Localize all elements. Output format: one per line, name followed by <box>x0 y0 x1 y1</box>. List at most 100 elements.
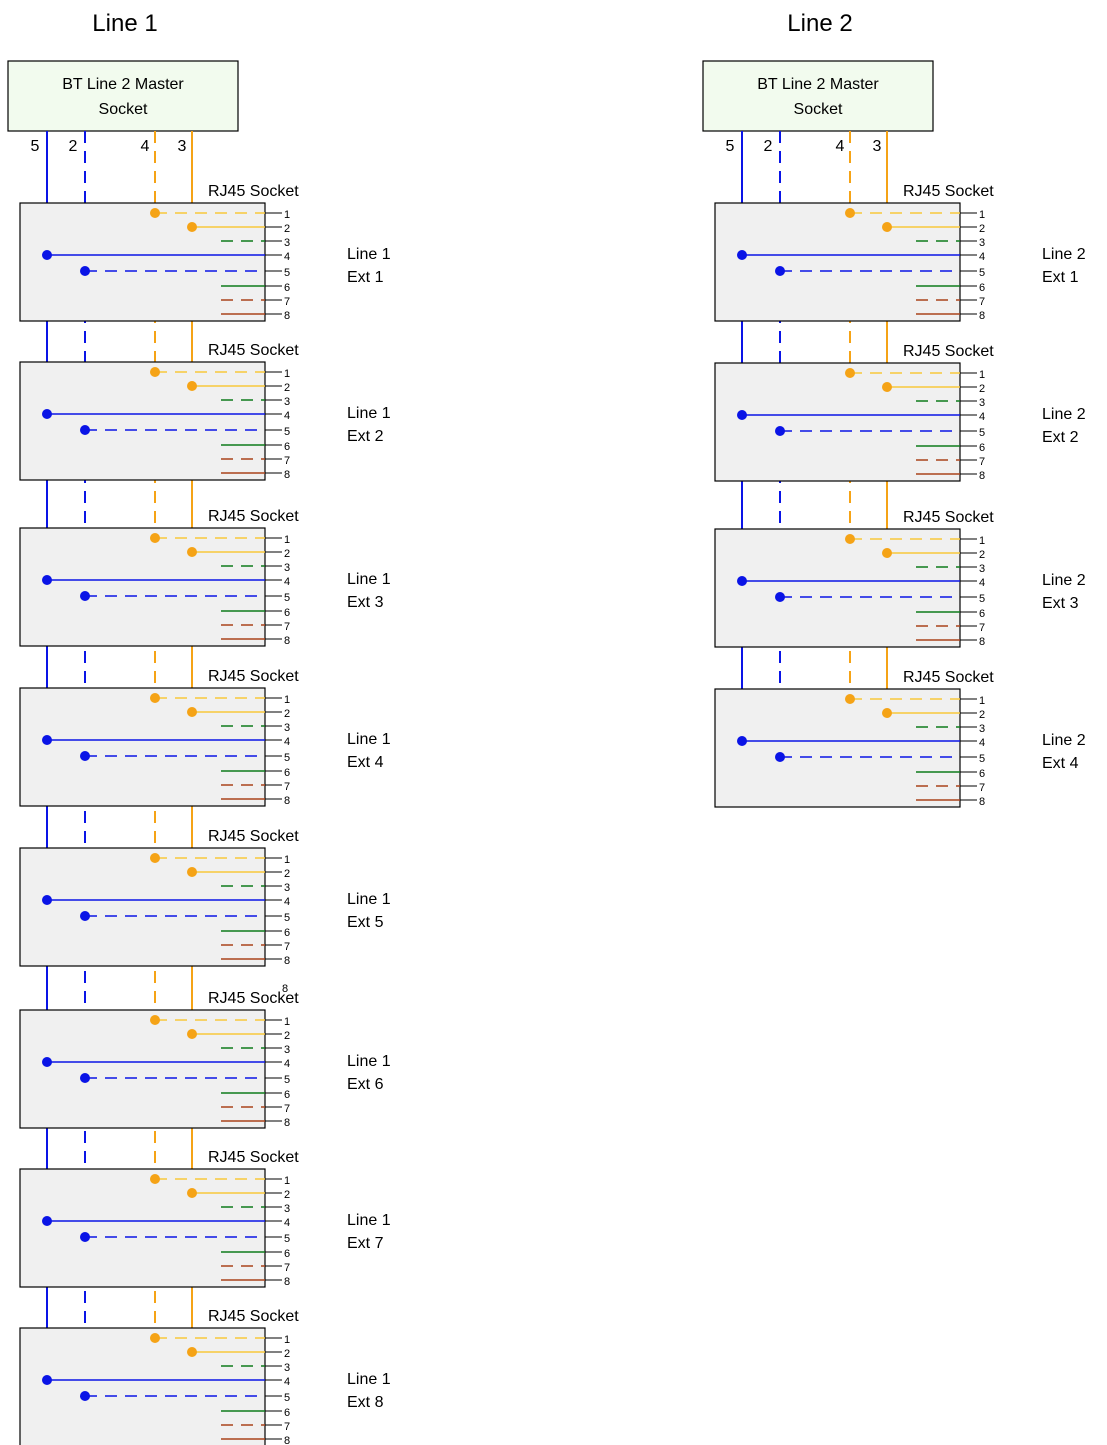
pin4-junction-dot <box>737 410 747 420</box>
pin-number-label: 3 <box>284 396 290 408</box>
pin-number-label: 4 <box>979 411 985 423</box>
wire-number-label: 4 <box>836 138 845 155</box>
extension-ext-label: Ext 7 <box>347 1235 384 1252</box>
stray-label: 8 <box>282 983 288 995</box>
pin-number-label: 3 <box>284 882 290 894</box>
pin1-junction-dot <box>150 367 160 377</box>
pin-number-label: 2 <box>284 382 290 394</box>
pin-number-label: 8 <box>284 795 290 807</box>
pin-number-label: 2 <box>284 223 290 235</box>
pin-number-label: 3 <box>284 237 290 249</box>
pin-number-label: 4 <box>979 737 985 749</box>
pin2-junction-dot <box>187 1188 197 1198</box>
pin-number-label: 2 <box>979 709 985 721</box>
extension-ext-label: Ext 1 <box>347 269 384 286</box>
rj45-socket-box <box>714 362 961 482</box>
extension-line-label: Line 1 <box>347 571 391 588</box>
master-socket-label: BT Line 2 Master <box>757 76 879 93</box>
pin-number-label: 8 <box>284 635 290 647</box>
pin-number-label: 6 <box>979 608 985 620</box>
pin-number-label: 5 <box>284 267 290 279</box>
rj45-socket-box <box>714 202 961 322</box>
pin2-junction-dot <box>187 867 197 877</box>
pin-number-label: 2 <box>284 1030 290 1042</box>
pin-number-label: 6 <box>284 927 290 939</box>
pin-number-label: 3 <box>979 723 985 735</box>
pin-number-label: 6 <box>284 1407 290 1419</box>
pin-number-label: 5 <box>284 752 290 764</box>
pin-number-label: 1 <box>284 209 290 221</box>
pin1-junction-dot <box>150 1174 160 1184</box>
pin-number-label: 3 <box>979 397 985 409</box>
pin-number-label: 8 <box>284 310 290 322</box>
extension-ext-label: Ext 2 <box>1042 429 1079 446</box>
rj45-socket: RJ45 Socket 1 2 3 4 5 6 7 8 Line 2 Ext 1 <box>714 183 1086 322</box>
pin-number-label: 5 <box>284 1233 290 1245</box>
pin-number-label: 5 <box>284 912 290 924</box>
pin5-junction-dot <box>775 752 785 762</box>
pin-number-label: 2 <box>284 708 290 720</box>
extension-line-label: Line 1 <box>347 731 391 748</box>
rj45-socket-label: RJ45 Socket <box>903 669 994 686</box>
pin-number-label: 4 <box>284 410 290 422</box>
column-title: Line 2 <box>787 10 852 37</box>
pin-number-label: 7 <box>979 296 985 308</box>
pin-number-label: 3 <box>979 563 985 575</box>
pin-number-label: 8 <box>284 1435 290 1445</box>
wire-number-label: 3 <box>178 138 187 155</box>
pin-number-label: 4 <box>284 1376 290 1388</box>
pin1-junction-dot <box>150 208 160 218</box>
pin-number-label: 4 <box>979 577 985 589</box>
pin-number-label: 4 <box>284 896 290 908</box>
extension-line-label: Line 1 <box>347 1371 391 1388</box>
rj45-socket-label: RJ45 Socket <box>208 1149 299 1166</box>
rj45-socket-box <box>19 1327 266 1445</box>
pin4-junction-dot <box>737 250 747 260</box>
pin5-junction-dot <box>775 266 785 276</box>
pin-number-label: 5 <box>979 267 985 279</box>
rj45-socket-label: RJ45 Socket <box>208 508 299 525</box>
pin5-junction-dot <box>80 425 90 435</box>
pin-number-label: 3 <box>284 1203 290 1215</box>
pin-number-label: 3 <box>284 1044 290 1056</box>
rj45-socket: RJ45 Socket 1 2 3 4 5 6 7 8 Line 2 Ext 4 <box>714 669 1086 808</box>
pin4-junction-dot <box>42 575 52 585</box>
master-socket-label: BT Line 2 Master <box>62 76 184 93</box>
extension-line-label: Line 2 <box>1042 732 1086 749</box>
wire-number-label: 2 <box>764 138 773 155</box>
pin-number-label: 6 <box>284 767 290 779</box>
pin1-junction-dot <box>845 368 855 378</box>
master-socket-box <box>7 60 239 132</box>
rj45-socket: RJ45 Socket 1 2 3 4 5 6 7 8 Line 1 Ext 8 <box>19 1308 391 1445</box>
pin2-junction-dot <box>187 547 197 557</box>
pin-number-label: 6 <box>284 607 290 619</box>
pin-number-label: 7 <box>284 941 290 953</box>
pin5-junction-dot <box>80 1232 90 1242</box>
pin-number-label: 8 <box>284 1117 290 1129</box>
extension-line-label: Line 1 <box>347 405 391 422</box>
extension-ext-label: Ext 5 <box>347 914 384 931</box>
pin-number-label: 5 <box>284 1392 290 1404</box>
wire-number-label: 2 <box>69 138 78 155</box>
pin-number-label: 4 <box>284 736 290 748</box>
extension-line-label: Line 1 <box>347 246 391 263</box>
pin5-junction-dot <box>80 751 90 761</box>
extension-line-label: Line 2 <box>1042 572 1086 589</box>
pin1-junction-dot <box>150 1333 160 1343</box>
pin-number-label: 2 <box>284 1189 290 1201</box>
rj45-socket-label: RJ45 Socket <box>208 1308 299 1325</box>
pin4-junction-dot <box>737 736 747 746</box>
pin1-junction-dot <box>150 693 160 703</box>
pin-number-label: 1 <box>979 209 985 221</box>
rj45-socket-box <box>714 688 961 808</box>
rj45-socket: RJ45 Socket 1 2 3 4 5 6 7 8 Line 1 Ext 2 <box>19 342 391 481</box>
pin2-junction-dot <box>187 381 197 391</box>
rj45-socket: RJ45 Socket 1 2 3 4 5 6 7 8 Line 1 Ext 4 <box>19 668 391 807</box>
rj45-socket-label: RJ45 Socket <box>208 183 299 200</box>
extension-ext-label: Ext 1 <box>1042 269 1079 286</box>
rj45-socket-box <box>714 528 961 648</box>
pin-number-label: 6 <box>979 282 985 294</box>
pin-number-label: 4 <box>284 1058 290 1070</box>
pin-number-label: 7 <box>284 1103 290 1115</box>
